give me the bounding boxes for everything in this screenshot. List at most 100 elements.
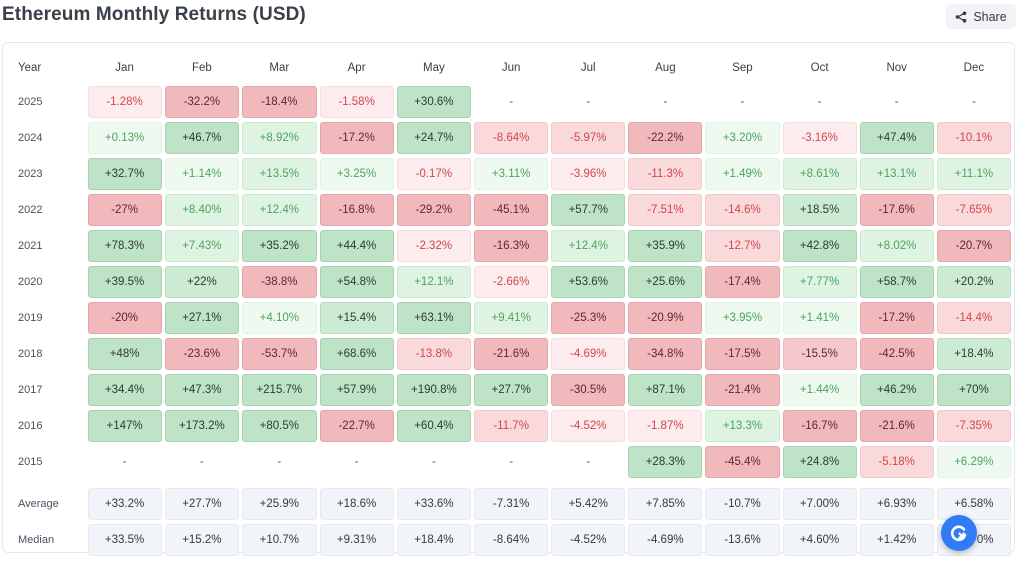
return-cell: +147% bbox=[87, 410, 162, 442]
return-cell: - bbox=[586, 96, 591, 108]
return-cell: +190.8% bbox=[396, 374, 472, 406]
return-cell: +12.4% bbox=[551, 230, 626, 262]
stats-cell: +25.9% bbox=[242, 488, 317, 520]
return-cell: - bbox=[354, 456, 359, 468]
stats-cell: +27.7% bbox=[164, 488, 240, 520]
return-cell: +6.29% bbox=[936, 446, 1011, 478]
table-row: 2018 +48% -23.6% -53.7% +68.6% -13.8% -21.6% -4… bbox=[12, 338, 1011, 370]
return-cell: +57.7% bbox=[551, 194, 626, 226]
return-cell: -17.5% bbox=[705, 338, 780, 370]
share-button[interactable]: Share bbox=[946, 4, 1016, 29]
return-cell: -29.2% bbox=[396, 194, 472, 226]
return-cell: +54.8% bbox=[319, 266, 394, 298]
column-header-aug: Aug bbox=[655, 62, 676, 74]
stats-row-median: Median +33.5% +15.2% +10.7% +9.31% +18.4% -8.6… bbox=[12, 524, 1011, 556]
return-cell: +3.20% bbox=[705, 122, 780, 154]
row-year-label: 2023 bbox=[18, 168, 43, 180]
table-row: 2019 -20% +27.1% +4.10% +15.4% +63.1% +9.41% -2… bbox=[12, 302, 1011, 334]
return-cell: +18.5% bbox=[782, 194, 857, 226]
table-row: 2020 +39.5% +22% -38.8% +54.8% +12.1% -2.66% +5… bbox=[12, 266, 1011, 298]
stats-cell: +33.2% bbox=[87, 488, 162, 520]
row-year-label: 2020 bbox=[18, 276, 43, 288]
table-row: 2023 +32.7% +1.14% +13.5% +3.25% -0.17% +3.11%… bbox=[12, 158, 1011, 190]
column-header-may: May bbox=[423, 62, 445, 74]
row-year-label: 2017 bbox=[18, 384, 43, 396]
return-cell: - bbox=[894, 96, 899, 108]
return-cell: +46.7% bbox=[164, 122, 240, 154]
return-cell: +1.41% bbox=[782, 302, 857, 334]
return-cell: -25.3% bbox=[551, 302, 626, 334]
return-cell: - bbox=[277, 456, 282, 468]
return-cell: -21.6% bbox=[474, 338, 549, 370]
return-cell: - bbox=[586, 456, 591, 468]
return-cell: +4.10% bbox=[242, 302, 317, 334]
stats-row-average: Average +33.2% +27.7% +25.9% +18.6% +33.6% -7.… bbox=[12, 488, 1011, 520]
return-cell: +27.7% bbox=[474, 374, 549, 406]
return-cell: -10.1% bbox=[936, 122, 1011, 154]
table-row: 2021 +78.3% +7.43% +35.2% +44.4% -2.32% -16.3%… bbox=[12, 230, 1011, 262]
return-cell: -45.4% bbox=[705, 446, 780, 478]
return-cell: -5.97% bbox=[551, 122, 626, 154]
return-cell: -3.16% bbox=[782, 122, 857, 154]
stats-cell: -4.69% bbox=[628, 524, 703, 556]
return-cell: -5.18% bbox=[859, 446, 934, 478]
return-cell: +1.14% bbox=[164, 158, 240, 190]
row-year-label: 2025 bbox=[18, 96, 43, 108]
return-cell: +9.41% bbox=[474, 302, 549, 334]
return-cell: -18.4% bbox=[242, 86, 317, 118]
stats-cell: +6.93% bbox=[859, 488, 934, 520]
return-cell: +20.2% bbox=[936, 266, 1011, 298]
table-row: 2025 -1.28% -32.2% -18.4% -1.58% +30.6% - - - - - -… bbox=[12, 86, 1011, 118]
return-cell: +24.7% bbox=[396, 122, 472, 154]
return-cell: -27% bbox=[87, 194, 162, 226]
return-cell: -22.2% bbox=[628, 122, 703, 154]
return-cell: -42.5% bbox=[859, 338, 934, 370]
return-cell: -7.35% bbox=[936, 410, 1011, 442]
stats-cell: +5.42% bbox=[551, 488, 626, 520]
stats-cell: -13.6% bbox=[705, 524, 780, 556]
return-cell: +215.7% bbox=[242, 374, 317, 406]
column-header-apr: Apr bbox=[347, 62, 366, 74]
stats-cell: +9.31% bbox=[319, 524, 394, 556]
column-header-sep: Sep bbox=[732, 62, 753, 74]
return-cell: +32.7% bbox=[87, 158, 162, 190]
return-cell: -21.4% bbox=[705, 374, 780, 406]
return-cell: -1.58% bbox=[319, 86, 394, 118]
stats-cell: +33.6% bbox=[396, 488, 472, 520]
return-cell: -16.8% bbox=[319, 194, 394, 226]
return-cell: +3.25% bbox=[319, 158, 394, 190]
return-cell: +11.1% bbox=[936, 158, 1011, 190]
stats-label: Average bbox=[18, 498, 59, 510]
return-cell: +39.5% bbox=[87, 266, 162, 298]
row-year-label: 2024 bbox=[18, 132, 43, 144]
floating-action-button[interactable] bbox=[941, 515, 977, 551]
return-cell: -22.7% bbox=[319, 410, 394, 442]
column-header-jun: Jun bbox=[501, 62, 521, 74]
return-cell: -32.2% bbox=[164, 86, 240, 118]
table-row: 2017 +34.4% +47.3% +215.7% +57.9% +190.8% +27.… bbox=[12, 374, 1011, 406]
return-cell: -12.7% bbox=[705, 230, 780, 262]
return-cell: +68.6% bbox=[319, 338, 394, 370]
return-cell: -53.7% bbox=[242, 338, 317, 370]
stats-cell: -4.52% bbox=[551, 524, 626, 556]
return-cell: -13.8% bbox=[396, 338, 472, 370]
return-cell: +1.49% bbox=[705, 158, 780, 190]
return-cell: -20% bbox=[87, 302, 162, 334]
row-year-label: 2016 bbox=[18, 420, 43, 432]
return-cell: - bbox=[199, 456, 204, 468]
stats-cell: -8.64% bbox=[474, 524, 549, 556]
return-cell: +48% bbox=[87, 338, 162, 370]
return-cell: +18.4% bbox=[936, 338, 1011, 370]
return-cell: +87.1% bbox=[628, 374, 703, 406]
table-row: 2022 -27% +8.40% +12.4% -16.8% -29.2% -45.1% +5… bbox=[12, 194, 1011, 226]
return-cell: +173.2% bbox=[164, 410, 240, 442]
return-cell: -1.87% bbox=[628, 410, 703, 442]
stats-cell: +7.85% bbox=[628, 488, 703, 520]
return-cell: +27.1% bbox=[164, 302, 240, 334]
stats-cell: +10.7% bbox=[242, 524, 317, 556]
return-cell: +25.6% bbox=[628, 266, 703, 298]
return-cell: -4.69% bbox=[551, 338, 626, 370]
page-title: Ethereum Monthly Returns (USD) bbox=[2, 4, 306, 25]
return-cell: - bbox=[122, 456, 127, 468]
return-cell: +7.77% bbox=[782, 266, 857, 298]
